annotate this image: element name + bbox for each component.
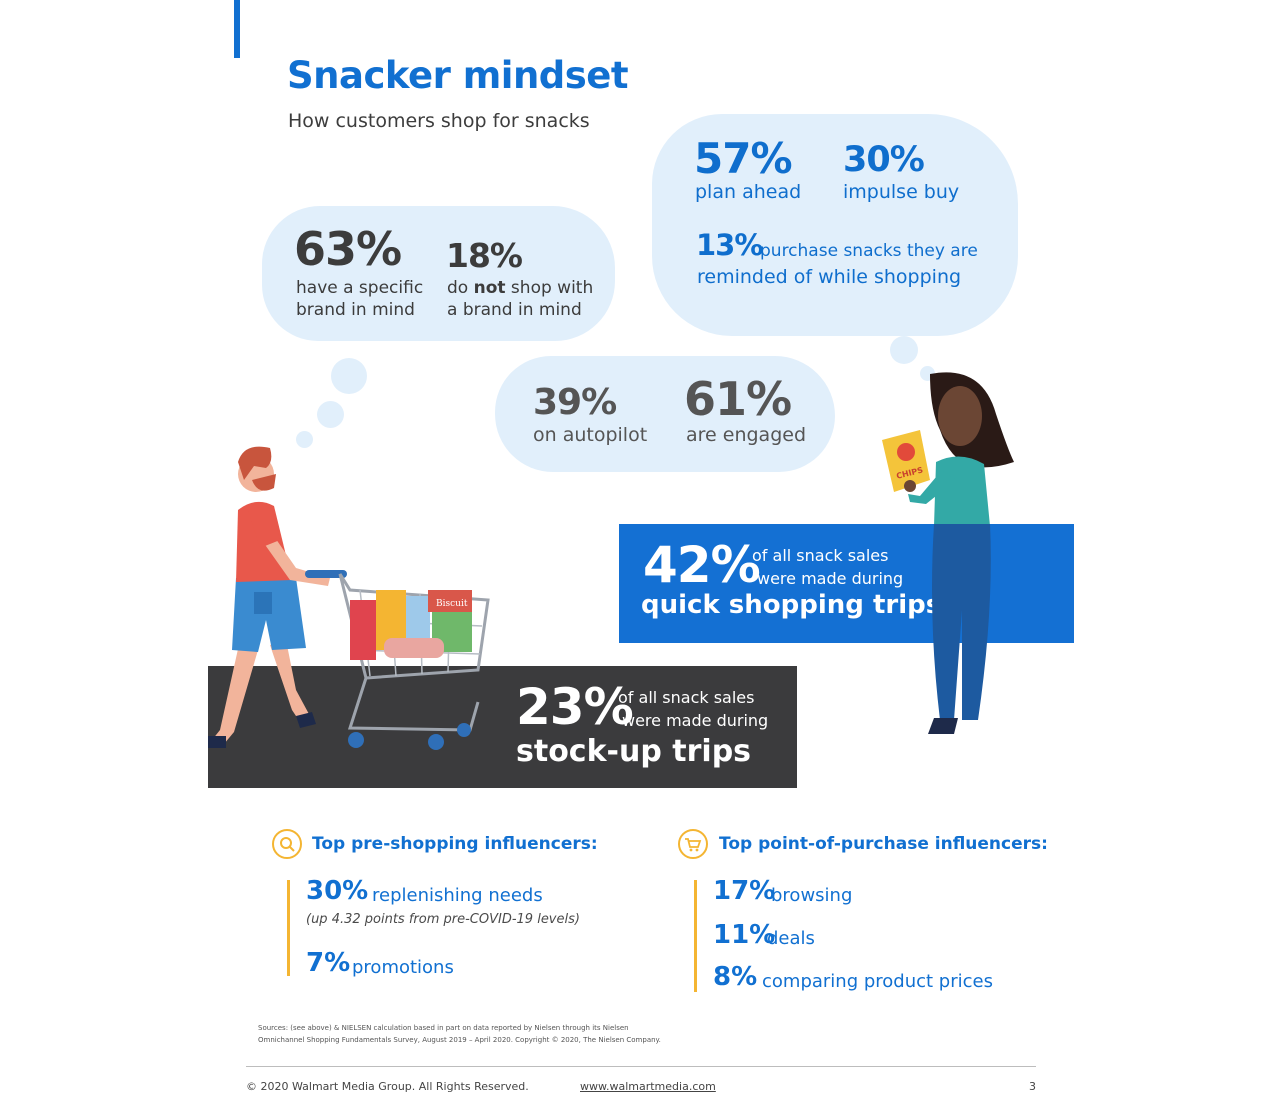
stat-reminded-label-line1: purchase snacks they are bbox=[760, 241, 978, 261]
page-number: 3 bbox=[1029, 1080, 1036, 1093]
search-icon bbox=[272, 829, 302, 859]
stat-brand-specific-label: have a specific brand in mind bbox=[296, 277, 423, 321]
page-title: Snacker mindset bbox=[287, 54, 629, 97]
thought-dot bbox=[317, 401, 344, 428]
quick-trips-line1: of all snack sales bbox=[752, 546, 889, 565]
stat-plan-ahead-label: plan ahead bbox=[695, 181, 802, 203]
stat-no-brand-label: do not shop with a brand in mind bbox=[447, 277, 593, 321]
pre-shopping-value: 30% bbox=[306, 876, 369, 906]
pre-shopping-label: promotions bbox=[352, 957, 454, 978]
quick-trips-value: 42% bbox=[643, 536, 761, 594]
pre-shopping-label: replenishing needs bbox=[372, 885, 543, 906]
pre-shopping-note: (up 4.32 points from pre-COVID-19 levels… bbox=[306, 912, 580, 927]
thought-dot bbox=[890, 336, 918, 364]
sources-note: Sources: (see above) & NIELSEN calculati… bbox=[258, 1022, 678, 1046]
pre-shopping-title: Top pre-shopping influencers: bbox=[312, 834, 598, 854]
stat-reminded-label-line2: reminded of while shopping bbox=[697, 266, 962, 288]
footer-copyright: © 2020 Walmart Media Group. All Rights R… bbox=[246, 1080, 529, 1093]
quick-trips-panel bbox=[619, 524, 1074, 643]
stat-impulse-value: 30% bbox=[843, 140, 925, 180]
stat-engaged-label: are engaged bbox=[686, 424, 807, 446]
stat-reminded-value: 13% bbox=[696, 228, 763, 262]
accent-bar bbox=[234, 0, 240, 58]
stat-no-brand-value: 18% bbox=[446, 236, 523, 275]
stat-brand-specific-value: 63% bbox=[294, 222, 402, 276]
engagement-bubble bbox=[495, 356, 835, 472]
label-line: do not shop with bbox=[447, 278, 594, 298]
pop-label: deals bbox=[767, 928, 815, 949]
footer-divider bbox=[246, 1066, 1036, 1067]
thought-dot bbox=[331, 358, 367, 394]
cart-icon bbox=[678, 829, 708, 859]
pop-label: comparing product prices bbox=[762, 971, 993, 992]
stat-autopilot-label: on autopilot bbox=[533, 424, 648, 446]
stat-plan-ahead-value: 57% bbox=[694, 134, 793, 183]
label-line: have a specific bbox=[296, 278, 424, 298]
pre-shopping-value: 7% bbox=[306, 948, 351, 978]
page-subtitle: How customers shop for snacks bbox=[288, 110, 590, 132]
stat-impulse-label: impulse buy bbox=[843, 181, 960, 203]
stockup-trips-value: 23% bbox=[516, 678, 634, 736]
thought-dot bbox=[296, 431, 313, 448]
quick-trips-line2: were made during bbox=[757, 569, 904, 588]
footer-url-link[interactable]: www.walmartmedia.com bbox=[580, 1080, 716, 1093]
label-line: a brand in mind bbox=[447, 300, 582, 320]
stockup-trips-line1: of all snack sales bbox=[618, 688, 755, 707]
sources-line: Sources: (see above) & NIELSEN calculati… bbox=[258, 1024, 629, 1032]
sources-line: Omnichannel Shopping Fundamentals Survey… bbox=[258, 1036, 661, 1044]
quick-trips-headline: quick shopping trips bbox=[641, 590, 942, 620]
shopper-with-cart-illustration: Biscuit bbox=[208, 446, 490, 750]
pop-value: 11% bbox=[713, 920, 776, 950]
shopper-with-chips-illustration: CHIPS bbox=[882, 372, 1014, 734]
stockup-trips-panel bbox=[208, 666, 797, 788]
point-of-purchase-title: Top point-of-purchase influencers: bbox=[719, 834, 1048, 854]
pop-value: 8% bbox=[713, 962, 758, 992]
label-line: brand in mind bbox=[296, 300, 415, 320]
stat-autopilot-value: 39% bbox=[533, 382, 617, 423]
divider-line bbox=[694, 880, 697, 992]
pop-value: 17% bbox=[713, 876, 776, 906]
pop-label: browsing bbox=[771, 885, 853, 906]
stockup-trips-headline: stock-up trips bbox=[516, 734, 752, 769]
brand-bubble bbox=[262, 206, 615, 341]
plan-bubble bbox=[652, 114, 1018, 336]
stat-engaged-value: 61% bbox=[684, 372, 792, 426]
stockup-trips-line2: were made during bbox=[622, 711, 769, 730]
divider-line bbox=[287, 880, 290, 976]
biscuit-package-label: Biscuit bbox=[436, 599, 468, 609]
